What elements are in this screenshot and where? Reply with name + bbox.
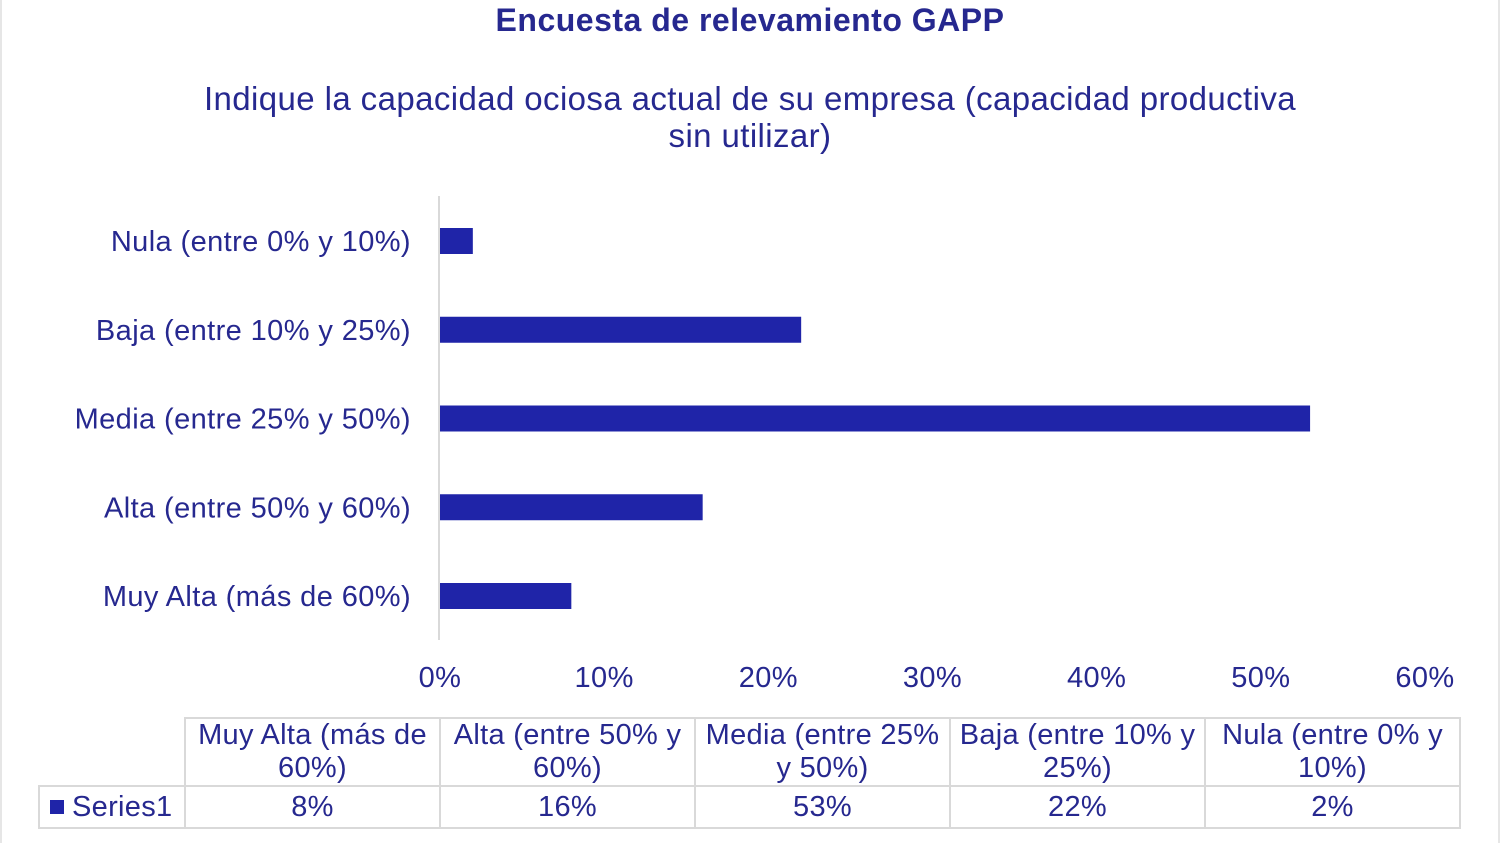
data-table-series-row: Series1 8% 16% 53% 22% 2% — [38, 785, 1461, 829]
tick-label: 50% — [1231, 662, 1290, 694]
tick-label: 60% — [1395, 662, 1454, 694]
category-label: Nula (entre 0% y 10%) — [111, 226, 411, 258]
legend-key-icon — [50, 799, 64, 814]
category-label: Muy Alta (más de 60%) — [103, 581, 411, 613]
data-table-header-row: Muy Alta (más de 60%) Alta (entre 50% y … — [39, 717, 1461, 787]
bar — [440, 405, 1311, 432]
data-table-value-cell: 2% — [1204, 785, 1461, 829]
data-table-value-cell: 53% — [694, 785, 951, 829]
tick-label: 10% — [575, 662, 634, 694]
bar — [440, 494, 703, 521]
data-table-corner — [39, 718, 186, 787]
category-labels: Nula (entre 0% y 10%) Baja (entre 10% y 2… — [75, 226, 411, 613]
tick-label: 0% — [419, 662, 462, 694]
data-table-value-cell: 22% — [949, 785, 1206, 829]
tick-label: 20% — [739, 662, 798, 694]
category-label: Media (entre 25% y 50%) — [75, 404, 411, 436]
bar — [440, 583, 572, 609]
data-table: Muy Alta (más de 60%) Alta (entre 50% y … — [38, 717, 1461, 829]
chart-subtitle: Indique la capacidad ociosa actual de su… — [203, 80, 1296, 154]
data-table-header-cell: Muy Alta (más de 60%) — [184, 717, 441, 787]
series-name: Series1 — [72, 790, 173, 823]
category-label: Alta (entre 50% y 60%) — [104, 492, 411, 524]
chart-title: Encuesta de relevamiento GAPP — [495, 2, 1005, 38]
data-table-header-cell: Baja (entre 10% y 25%) — [949, 717, 1206, 787]
tick-label: 40% — [1067, 662, 1126, 694]
bar — [440, 316, 802, 343]
data-table-header-cell: Alta (entre 50% y 60%) — [439, 717, 696, 787]
data-table-value-cell: 16% — [439, 785, 696, 829]
data-table-header-cell: Nula (entre 0% y 10%) — [1204, 717, 1461, 787]
bar — [440, 228, 473, 254]
category-label: Baja (entre 10% y 25%) — [96, 315, 411, 347]
tick-labels: 0% 10% 20% 30% 40% 50% 60% — [419, 662, 1455, 694]
bars — [440, 228, 1311, 609]
data-table-series-cell: Series1 — [38, 785, 186, 829]
data-table-value-cell: 8% — [184, 785, 441, 829]
tick-label: 30% — [903, 662, 962, 694]
data-table-header-cell: Media (entre 25% y 50%) — [694, 717, 951, 787]
